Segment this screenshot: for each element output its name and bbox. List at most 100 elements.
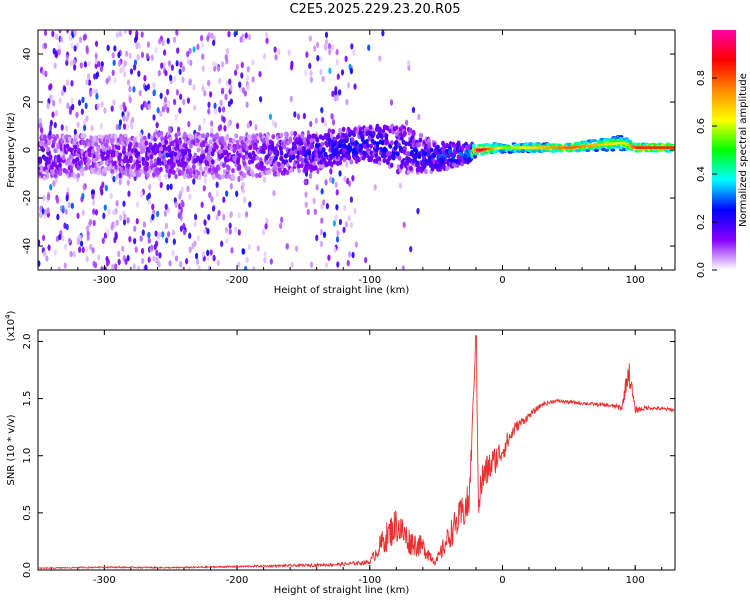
heatmap-cell [264,223,268,230]
heatmap-ridge [635,146,639,149]
heatmap-cell [156,210,160,218]
heatmap-cell [73,30,77,37]
heatmap-cell [60,36,64,43]
heatmap-cell [198,124,202,132]
heatmap-cell [208,191,212,199]
heatmap-cell [118,152,123,158]
snr-y-multiplier: (x104) [4,310,17,341]
heatmap-cell [206,249,210,257]
snr-y-tick-label: 1.0 [22,448,33,464]
heatmap-cell [417,142,421,148]
heatmap-cell [263,53,267,60]
heatmap-cell [456,154,461,160]
heatmap-cell [244,211,249,218]
heatmap-cell [223,150,228,156]
heatmap-cell [167,60,172,67]
heatmap-cell [335,48,339,56]
heatmap-cell [329,168,333,175]
heatmap-cell [46,146,51,152]
heatmap-cell [194,252,199,260]
heatmap-cell [92,199,96,206]
heatmap-cell [216,259,220,267]
heatmap-cell [122,123,127,130]
heatmap-cell [216,65,221,72]
heatmap-cell [113,77,117,84]
heatmap-cell [53,62,57,69]
spectrogram-y-tick-label: 40 [22,48,33,61]
heatmap-cell [261,149,266,155]
heatmap-cell [164,173,168,180]
heatmap-cell [151,203,155,211]
heatmap-cell [255,155,260,161]
heatmap-cell [73,128,77,136]
heatmap-cell [136,265,141,270]
heatmap-cell [274,165,279,171]
heatmap-ridge [576,145,580,149]
heatmap-cell [172,36,177,44]
heatmap-cell [106,44,110,52]
heatmap-cell [192,178,196,185]
heatmap-cell [269,258,273,265]
heatmap-cell [163,96,168,103]
heatmap-cell [114,263,118,270]
heatmap-cell [203,228,207,235]
heatmap-cell [159,166,163,173]
heatmap-cell [210,127,214,134]
heatmap-cell [268,113,273,120]
heatmap-cell [43,250,47,257]
heatmap-cell [179,61,183,68]
heatmap-cell [112,59,116,66]
heatmap-cell [70,97,74,105]
heatmap-cell [111,69,115,76]
heatmap-cell [265,154,269,160]
heatmap-cell [81,246,85,254]
heatmap-ridge [605,143,609,146]
heatmap-cell [174,255,179,262]
heatmap-cell [126,254,130,262]
heatmap-cell [53,148,58,154]
heatmap-cell [155,121,159,129]
heatmap-cell [99,160,104,166]
spectrogram-y-tick-label: -20 [22,190,33,206]
heatmap-cell [45,255,49,262]
heatmap-cell [111,52,115,59]
heatmap-cell [246,122,251,129]
heatmap-cell [122,145,127,151]
heatmap-cell [171,162,176,168]
heatmap-cell [206,35,210,42]
heatmap-cell [375,123,380,129]
heatmap-cell [141,257,145,265]
heatmap-cell [350,137,355,143]
heatmap-cell [230,174,235,180]
heatmap-cell [137,42,141,49]
heatmap-cell [138,89,142,97]
heatmap-cell [384,133,389,139]
heatmap-cell [91,193,95,200]
heatmap-ridge [643,146,647,149]
heatmap-cell [373,184,377,191]
heatmap-cell [65,169,69,175]
heatmap-cell [48,154,53,160]
heatmap-cell [103,107,107,114]
heatmap-cell [247,33,252,41]
heatmap-cell [263,256,267,264]
heatmap-ridge [502,146,506,149]
heatmap-ridge [595,144,599,147]
heatmap-cell [121,245,125,252]
heatmap-cell [117,250,121,258]
heatmap-cell [429,147,434,153]
heatmap-cell [483,151,489,155]
heatmap-cell [184,146,189,152]
heatmap-cell [214,144,219,150]
heatmap-cell [276,171,281,177]
heatmap-cell [92,208,96,215]
heatmap-cell [280,216,284,223]
heatmap-cell [96,103,100,110]
heatmap-cell [177,171,182,177]
heatmap-cell [70,154,74,160]
heatmap-cell [398,182,402,189]
heatmap-cell [309,261,314,268]
heatmap-cell [289,131,294,137]
heatmap-ridge [645,146,649,149]
heatmap-cell [218,77,222,84]
